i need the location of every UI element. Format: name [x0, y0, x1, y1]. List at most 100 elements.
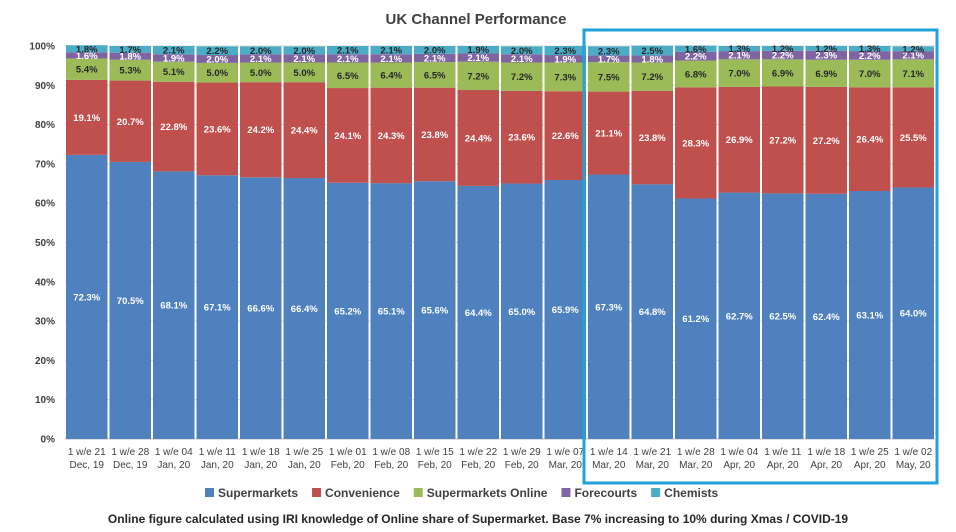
legend-label: Supermarkets	[218, 486, 298, 500]
y-tick-label: 20%	[35, 356, 55, 367]
data-label: 2.1%	[337, 54, 359, 65]
data-label: 64.0%	[900, 309, 927, 320]
data-label: 1.2%	[902, 44, 924, 55]
x-tick-label: 1 w/e 01 Feb, 20	[329, 447, 367, 471]
data-label: 2.1%	[902, 51, 924, 62]
bar-segment	[762, 59, 804, 87]
bar-segment	[544, 55, 586, 63]
bar-segment	[762, 86, 804, 194]
bar-segment	[196, 55, 238, 63]
y-tick-label: 10%	[35, 395, 55, 406]
data-label: 5.0%	[206, 68, 228, 79]
bar-segment	[501, 46, 543, 55]
data-label: 6.9%	[815, 69, 837, 80]
y-tick-label: 70%	[35, 159, 55, 170]
x-tick-label: 1 w/e 28 Dec, 19	[111, 447, 149, 471]
bar-segment	[718, 46, 760, 52]
bar-segment	[588, 174, 630, 440]
legend: Supermarkets Convenience Supermarkets Onli…	[205, 486, 719, 500]
bar-segment	[370, 87, 412, 184]
data-label: 7.1%	[902, 69, 924, 80]
bar-segment	[675, 60, 717, 88]
data-label: 2.2%	[685, 52, 707, 63]
data-label: 26.4%	[856, 135, 883, 146]
bar-segment	[283, 46, 325, 55]
bar-segment	[718, 51, 760, 60]
data-label: 7.0%	[859, 69, 881, 80]
data-label: 2.1%	[728, 51, 750, 62]
bar-segment	[849, 59, 891, 88]
x-tick-label: 1 w/e 25 Apr, 20	[851, 447, 889, 471]
bar-segment	[849, 191, 891, 439]
bar-segment	[718, 59, 760, 87]
bar-segment	[762, 193, 804, 439]
data-label: 1.2%	[815, 44, 837, 55]
data-label: 6.9%	[772, 68, 794, 79]
data-label: 2.1%	[380, 46, 402, 57]
bar-segment	[240, 82, 282, 178]
bar-segment	[370, 62, 412, 88]
bar-segment	[501, 90, 543, 184]
bar-segment	[457, 61, 499, 91]
data-label: 24.4%	[291, 126, 318, 137]
bar-segment	[66, 79, 108, 155]
bar-segment	[675, 51, 717, 61]
bar-segment	[544, 91, 586, 181]
bar-segment	[240, 62, 282, 83]
data-label: 72.3%	[73, 292, 100, 303]
bar-segment	[414, 181, 456, 439]
bar-segment	[631, 45, 673, 56]
gridlines	[65, 45, 935, 440]
bar-segment	[327, 62, 369, 89]
bar-segment	[588, 62, 630, 92]
data-label: 70.5%	[117, 296, 144, 307]
data-label: 2.1%	[511, 54, 533, 65]
y-tick-label: 80%	[35, 120, 55, 131]
data-label: 2.1%	[380, 54, 402, 65]
bar-segment	[370, 183, 412, 439]
x-tick-label: 1 w/e 08 Feb, 20	[372, 447, 410, 471]
bar-segment	[414, 87, 456, 182]
bar-segment	[66, 154, 108, 439]
data-label: 21.1%	[595, 129, 622, 140]
data-label: 20.7%	[117, 117, 144, 128]
data-label: 1.9%	[467, 45, 489, 56]
data-label: 26.9%	[726, 135, 753, 146]
legend-swatch	[205, 488, 214, 497]
y-tick-label: 50%	[35, 238, 55, 249]
data-label: 1.6%	[76, 51, 98, 62]
data-label: 22.8%	[160, 122, 187, 133]
y-tick-label: 0%	[41, 435, 56, 446]
bar-segment	[414, 62, 456, 88]
data-label: 65.2%	[334, 306, 361, 317]
data-label: 65.9%	[552, 305, 579, 316]
bar-segment	[762, 50, 804, 60]
data-label: 1.9%	[163, 53, 185, 64]
bar-segment	[109, 59, 151, 81]
data-label: 5.0%	[293, 68, 315, 79]
legend-swatch	[561, 488, 571, 497]
bar-segment	[370, 54, 412, 63]
bar-segment	[327, 54, 369, 63]
data-label: 22.6%	[552, 131, 579, 142]
data-label: 2.1%	[424, 53, 446, 64]
bar-segment	[153, 81, 195, 172]
bar-segment	[283, 54, 325, 63]
data-label: 1.8%	[119, 52, 141, 63]
x-tick-label: 1 w/e 02 May, 20	[894, 447, 932, 471]
data-label: 7.3%	[554, 72, 576, 83]
data-label: 66.6%	[247, 304, 274, 315]
x-tick-label: 1 w/e 15 Feb, 20	[416, 447, 454, 471]
bar-segment	[805, 46, 847, 51]
data-label: 23.6%	[508, 133, 535, 144]
x-tick-label: 1 w/e 21 Dec, 19	[68, 447, 106, 471]
data-label: 27.2%	[813, 136, 840, 147]
data-label: 6.4%	[380, 71, 402, 82]
data-label: 2.0%	[424, 45, 446, 56]
x-tick-label: 1 w/e 21 Mar, 20	[633, 447, 671, 471]
data-label: 65.6%	[421, 306, 448, 317]
bar-segment	[196, 175, 238, 439]
data-label: 2.5%	[641, 46, 663, 57]
bar-segment	[109, 80, 151, 162]
data-label: 61.2%	[682, 314, 709, 325]
